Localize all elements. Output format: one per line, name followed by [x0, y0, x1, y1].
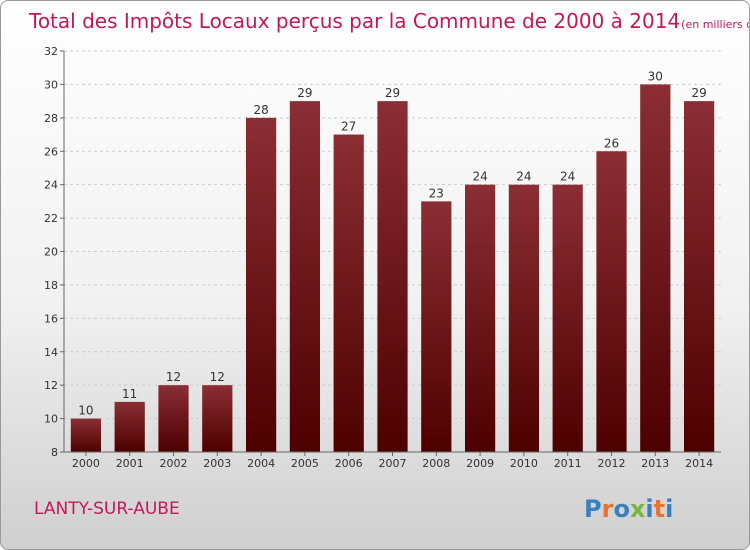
y-tick-label: 20	[44, 246, 58, 259]
x-tick-label: 2013	[641, 457, 669, 470]
y-tick-label: 22	[44, 212, 58, 225]
logo-letter: i	[645, 495, 653, 523]
y-tick-label: 12	[44, 379, 58, 392]
y-tick-label: 16	[44, 312, 58, 325]
chart-title: Total des Impôts Locaux perçus par la Co…	[28, 9, 750, 33]
y-tick-label: 32	[44, 45, 58, 58]
y-axis: 8 10 12 14 16 18 20 22 24 26 28 30 32	[44, 45, 65, 459]
bar-2006	[333, 134, 364, 452]
bar-2002	[158, 385, 189, 452]
bar-2012	[596, 151, 627, 452]
bar-2003	[202, 385, 233, 452]
x-tick-label: 2010	[510, 457, 538, 470]
bar-2007	[377, 101, 408, 452]
bar-value-label: 24	[516, 170, 531, 184]
bar-value-label: 10	[78, 404, 93, 418]
x-axis: 2000 2001 2002 2003 2004 2005 2006 2007 2008 2009…	[64, 451, 721, 470]
x-tick-label: 2002	[160, 457, 188, 470]
y-tick-label: 14	[44, 346, 58, 359]
x-tick-label: 2006	[335, 457, 363, 470]
x-tick-label: 2011	[554, 457, 582, 470]
bar-2008	[421, 201, 452, 452]
y-tick-label: 18	[44, 279, 58, 292]
bar-value-label: 24	[560, 170, 575, 184]
bar-value-label: 26	[604, 136, 619, 150]
logo-letter: t	[654, 495, 665, 523]
proxiti-logo: Proxiti	[584, 495, 673, 523]
y-tick-label: 10	[44, 413, 58, 426]
y-tick-label: 30	[44, 78, 58, 91]
bar-value-label: 28	[253, 103, 268, 117]
x-tick-label: 2007	[379, 457, 407, 470]
bar-2011	[552, 184, 583, 452]
y-tick-label: 8	[51, 446, 58, 459]
bar-value-label: 11	[122, 387, 137, 401]
bar-value-label: 23	[429, 186, 444, 200]
bar-2010	[508, 184, 540, 452]
x-tick-label: 2000	[72, 457, 100, 470]
bar-2014	[683, 101, 715, 452]
y-tick-label: 28	[44, 112, 58, 125]
bars: 10 11 12 12 28 29 27 29 23 24 24 24 26 30 29	[70, 69, 715, 453]
bar-value-label: 29	[691, 86, 706, 100]
logo-letter: o	[613, 495, 630, 523]
bar-2009	[464, 184, 496, 452]
bar-value-label: 12	[210, 370, 225, 384]
logo-letter: r	[602, 495, 614, 523]
x-tick-label: 2001	[116, 457, 144, 470]
x-tick-label: 2012	[598, 457, 626, 470]
bar-value-label: 30	[648, 69, 663, 83]
y-tick-label: 24	[44, 179, 58, 192]
x-tick-label: 2004	[247, 457, 275, 470]
bar-2000	[70, 418, 102, 452]
chart-title-main: Total des Impôts Locaux perçus par la Co…	[28, 9, 680, 33]
bar-2001	[114, 401, 145, 452]
x-tick-label: 2009	[466, 457, 494, 470]
logo-letter: P	[584, 495, 602, 523]
bar-value-label: 27	[341, 120, 356, 134]
bar-2004	[245, 117, 277, 452]
bar-value-label: 24	[472, 170, 487, 184]
bar-2005	[289, 101, 321, 452]
logo-letter: i	[665, 495, 673, 523]
bar-2013	[640, 84, 671, 453]
x-tick-label: 2005	[291, 457, 319, 470]
bar-value-label: 29	[297, 86, 312, 100]
y-tick-label: 26	[44, 145, 58, 158]
bar-value-label: 29	[385, 86, 400, 100]
x-tick-label: 2014	[685, 457, 713, 470]
chart-title-unit: (en milliers d'€)	[681, 18, 750, 31]
logo-letter: x	[630, 495, 646, 523]
bar-value-label: 12	[166, 370, 181, 384]
x-tick-label: 2008	[422, 457, 450, 470]
x-tick-label: 2003	[203, 457, 231, 470]
commune-name: LANTY-SUR-AUBE	[34, 499, 180, 519]
